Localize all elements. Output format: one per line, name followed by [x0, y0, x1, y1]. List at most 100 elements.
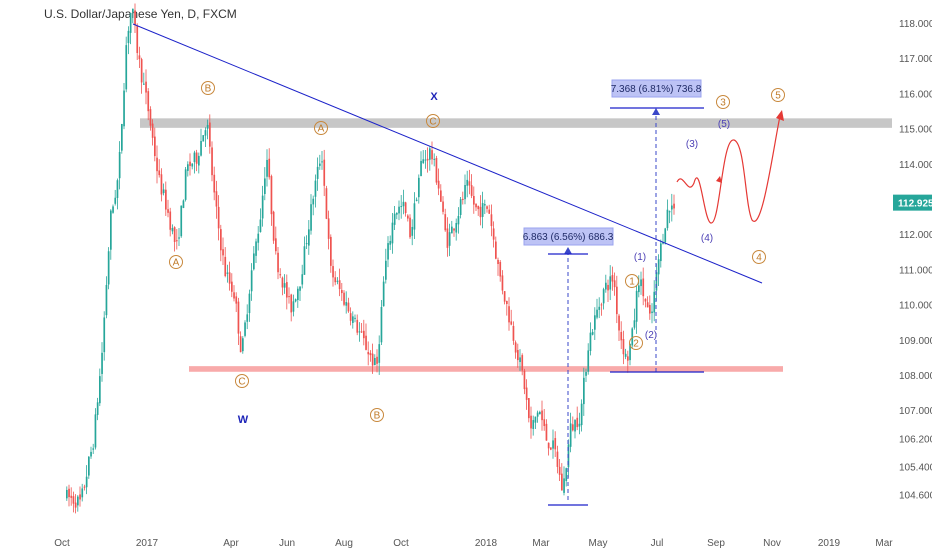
candle-body [178, 237, 180, 239]
wave-label-circled: A [318, 124, 325, 135]
candle-body [512, 325, 515, 341]
candle-body [620, 331, 623, 341]
candle-body [191, 163, 194, 167]
wave-label-circled: 2 [633, 339, 639, 350]
candle-body [222, 249, 224, 256]
candle-body [143, 83, 145, 85]
candle-body [616, 286, 618, 315]
candle-body [272, 211, 275, 241]
candle-body [649, 304, 651, 314]
candle-body [365, 335, 367, 350]
candle-body [545, 423, 548, 441]
candle-body [156, 157, 158, 172]
candle-body [475, 203, 477, 208]
candle-body [206, 124, 209, 129]
candle-body [583, 377, 585, 405]
candle-body [666, 209, 669, 229]
candle-body [72, 496, 75, 504]
time-tick-label: Mar [875, 538, 893, 549]
time-axis[interactable]: Oct 2017 Apr Jun Aug Oct 2018 Mar May Jul Sep Nov 20… [54, 538, 893, 549]
candle-body [195, 152, 198, 164]
candle-body [134, 10, 136, 25]
candle-body [138, 55, 141, 60]
candle-body [123, 90, 125, 127]
candle-body [651, 311, 653, 314]
candle-body [334, 277, 337, 283]
price-axis[interactable]: 118.000117.000116.000115.000114.000113.0… [893, 19, 932, 502]
wave-label-paren: (4) [701, 233, 713, 244]
candle-body [275, 238, 277, 252]
candle-body [433, 158, 436, 160]
candle-body [495, 241, 497, 259]
candle-body [316, 166, 319, 179]
wave-label-circle [235, 374, 249, 388]
candle-body [501, 275, 504, 291]
projection-path [676, 115, 781, 224]
candle-body [550, 447, 552, 450]
candle-body [292, 301, 295, 312]
candle-body [235, 296, 238, 304]
candle-body [523, 370, 526, 390]
candle-body [508, 306, 510, 323]
wave-label-circle [629, 336, 643, 350]
candle-body [464, 184, 466, 200]
candle-body [400, 206, 403, 208]
candle-body [393, 213, 396, 225]
time-tick-label: 2017 [136, 538, 159, 549]
candle-body [455, 222, 458, 233]
candle-body [149, 109, 152, 126]
candle-body [415, 199, 418, 201]
candle-body [468, 181, 471, 186]
price-tick-label: 105.400 [899, 463, 932, 474]
resistance-zone [140, 118, 892, 128]
measure-label: 6.863 (6.56%) 686.3 [523, 232, 614, 243]
candle-body [539, 411, 541, 415]
time-tick-label: Jun [279, 538, 295, 549]
wave-label-circled: 5 [775, 91, 781, 102]
candle-body [312, 198, 315, 205]
candle-body [165, 189, 167, 210]
candle-body [330, 236, 332, 266]
candle-body [404, 202, 407, 214]
candle-body [385, 260, 387, 280]
candle-body [99, 376, 101, 404]
wave-label-circled: C [238, 377, 245, 388]
candle-body [558, 466, 561, 475]
measure-label-box [523, 227, 614, 246]
candle-body [198, 155, 200, 166]
candle-body [171, 228, 174, 232]
candle-body [589, 332, 592, 351]
candle-body [176, 240, 178, 242]
time-tick-label: Mar [532, 538, 550, 549]
candle-body [74, 502, 77, 508]
candle-body [396, 213, 398, 215]
candle-body [481, 203, 484, 217]
candle-body [440, 190, 442, 202]
candle-body [250, 270, 253, 292]
candle-body [151, 123, 154, 138]
candle-body [345, 302, 348, 306]
candle-body [363, 330, 365, 339]
candle-body [209, 122, 211, 147]
candle-body [290, 294, 293, 313]
price-tick-label: 116.000 [899, 89, 932, 100]
wave-label-circled: B [374, 411, 381, 422]
candle-body [213, 174, 216, 193]
candle-body [325, 188, 328, 219]
candle-body [462, 198, 464, 200]
candle-body [321, 161, 323, 163]
candle-body [116, 180, 119, 198]
candle-body [297, 288, 299, 301]
price-tick-label: 112.000 [899, 230, 932, 241]
price-zones [140, 118, 892, 372]
candle-body [79, 494, 81, 500]
candle-body [85, 476, 88, 488]
candle-body [503, 291, 506, 302]
price-tick-label: 110.000 [899, 301, 932, 312]
wave-label-circled: C [429, 117, 436, 128]
candle-body [226, 272, 229, 274]
candle-body [66, 489, 68, 499]
price-tick-label: 117.000 [899, 54, 932, 65]
candle-body [490, 214, 493, 227]
